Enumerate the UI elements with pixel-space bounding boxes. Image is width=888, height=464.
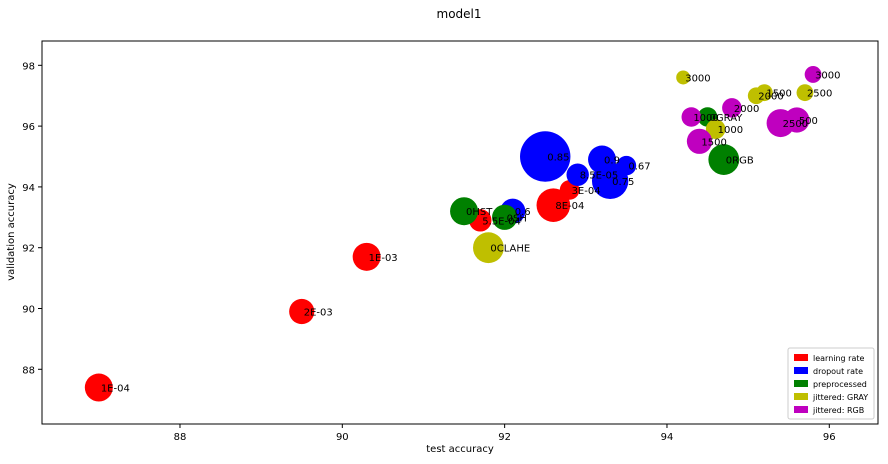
scatter-point [708,144,740,175]
legend-swatch [794,380,808,387]
y-tick-label: 96 [22,122,35,133]
scatter-point [352,242,381,271]
chart-title: model1 [437,7,482,21]
point-label: 0.9 [604,156,620,167]
point-label: 3E-04 [572,186,601,197]
y-tick-label: 92 [22,244,35,255]
point-label: 0GRAY [710,113,744,124]
point-label: 8E-04 [555,201,584,212]
scatter-point [520,131,571,182]
scatter-point [755,84,773,102]
scatter-point [722,98,742,118]
legend-box [787,347,875,420]
point-label: 3000 [815,70,840,81]
point-label: 2500 [807,89,832,100]
scatter-point [566,163,589,186]
legend-label: preprocessed [813,380,867,389]
y-tick-label: 90 [22,304,35,315]
point-label: 0HST [466,207,493,218]
scatter-point [84,373,113,402]
point-label: 0.75 [612,177,634,188]
scatter-point [796,84,814,102]
point-label: 0RGB [726,156,754,167]
point-label: 1500 [766,89,791,100]
legend-swatch [794,354,808,361]
y-tick-label: 88 [22,365,35,376]
legend-swatch [794,393,808,400]
point-label: 1000 [693,113,718,124]
point-label: 8.5E-05 [580,171,619,182]
legend-swatch [794,406,808,413]
scatter-point [450,197,479,226]
scatter-point [591,162,629,200]
y-tick-label: 98 [22,61,35,72]
x-tick-label: 88 [174,432,187,443]
point-labels-layer: 1E-04 2E-03 1E-03 5.5E-04 8E-04 3E-04 0.85 0.6 8… [101,70,841,394]
point-label: 1000 [718,125,743,136]
y-axis-label: validation accuracy [6,183,17,281]
point-label: 2E-03 [304,308,333,319]
scatter-point [492,204,518,230]
point-label: 5.5E-04 [482,216,521,227]
x-tick-label: 90 [336,432,349,443]
legend-label: jittered: RGB [812,406,864,415]
scatter-point [784,107,810,133]
point-label: 0SH [507,213,527,224]
point-label: 1500 [701,137,726,148]
legend-swatch [794,367,808,374]
point-label: 3000 [685,73,710,84]
point-label: 2500 [783,119,808,130]
x-tick-label: 92 [498,432,511,443]
y-tick-label: 94 [22,183,35,194]
scatter-point [686,128,713,154]
x-axis-label: test accuracy [426,444,494,455]
scatter-point [536,188,571,222]
scatter-point [676,70,691,85]
point-label: 0.67 [628,162,650,173]
x-tick-label: 94 [661,432,674,443]
point-label: 2000 [758,92,783,103]
scatter-point [473,232,504,264]
point-label: 0.6 [515,207,531,218]
plot-frame [41,40,879,425]
point-label: 0.85 [547,153,569,164]
legend-label: learning rate [813,354,865,363]
scatter-point [681,107,702,127]
point-label: 1E-03 [369,253,398,264]
x-ticks: 88 90 92 94 96 [174,424,836,443]
point-label: 2000 [734,104,759,115]
legend: learning rate dropout rate preprocessed jit… [787,347,875,420]
x-tick-label: 96 [823,432,836,443]
point-label: 1E-04 [101,384,130,395]
scatter-point [289,298,315,325]
scatter-point [804,66,822,83]
legend-label: jittered: GRAY [812,393,868,402]
points-layer [84,66,822,402]
y-ticks: 88 90 92 94 96 98 [22,61,42,376]
scatter-point [705,119,726,139]
point-label: 500 [799,116,818,127]
legend-label: dropout rate [813,367,863,376]
point-label: 0CLAHE [490,244,530,255]
